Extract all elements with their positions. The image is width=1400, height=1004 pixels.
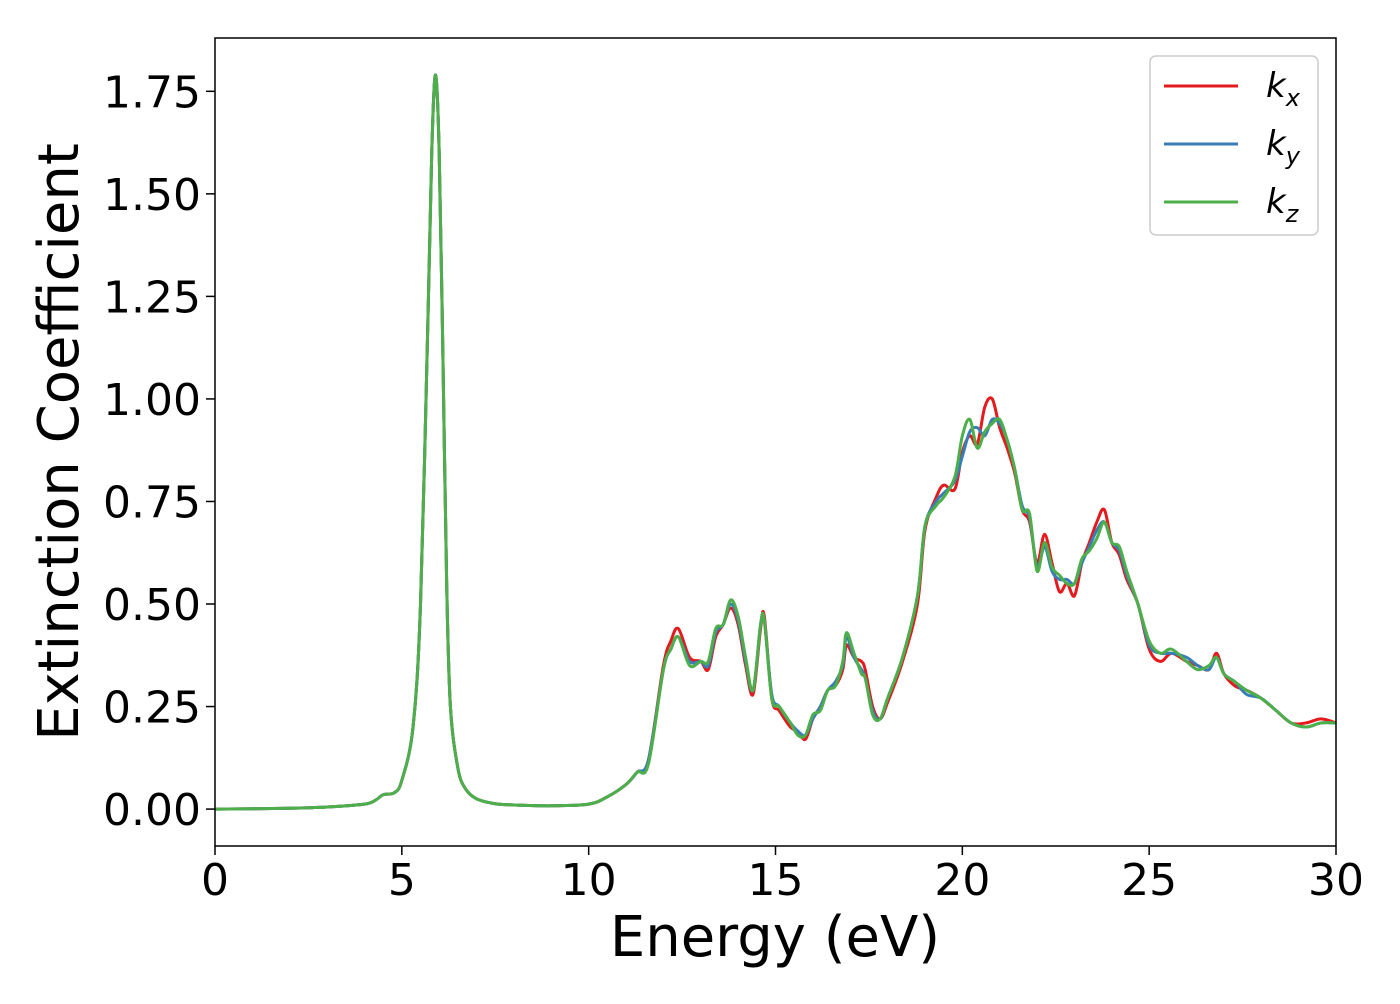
series-layer: [215, 73, 1336, 811]
legend-label-subscript: y: [1285, 142, 1301, 170]
y-axis: 0.00 0.25 0.50 0.75 1.00 1.25 1.50 1.75: [103, 67, 215, 836]
legend-label-x: kx: [1266, 66, 1301, 112]
legend-label-main: k: [1266, 124, 1287, 164]
x-tick-label: 5: [388, 855, 416, 906]
legend-label-y: ky: [1266, 124, 1301, 170]
y-axis-label: Extinction Coefficient: [27, 143, 92, 741]
y-tick-label: 0.25: [103, 683, 201, 734]
x-axis-label: Energy (eV): [610, 905, 940, 970]
x-tick-label: 0: [201, 855, 229, 906]
y-tick-label: 0.75: [103, 477, 201, 528]
x-tick-label: 10: [561, 855, 617, 906]
x-tick-label: 25: [1121, 855, 1177, 906]
x-axis: 0 5 10 15 20 25 30: [201, 846, 1364, 906]
y-tick-label: 1.25: [103, 272, 201, 323]
legend-label-main: k: [1266, 182, 1287, 222]
x-tick-label: 15: [748, 855, 804, 906]
x-tick-label: 30: [1308, 855, 1364, 906]
y-tick-label: 1.75: [103, 67, 201, 118]
y-tick-label: 1.50: [103, 170, 201, 221]
y-tick-label: 0.00: [103, 785, 201, 836]
legend-label-main: k: [1266, 66, 1287, 106]
legend-label-subscript: x: [1285, 84, 1301, 112]
legend-label-subscript: z: [1285, 200, 1300, 228]
y-tick-label: 0.50: [103, 580, 201, 631]
legend-label-z: kz: [1266, 182, 1300, 228]
series-line-z: [215, 73, 1336, 811]
y-tick-label: 1.00: [103, 375, 201, 426]
x-tick-label: 20: [934, 855, 990, 906]
